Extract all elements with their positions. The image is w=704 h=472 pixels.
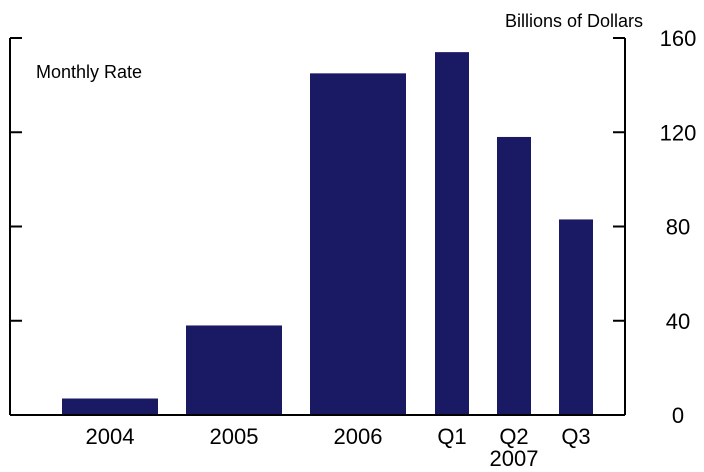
y-tick-label-80: 80 bbox=[666, 215, 690, 240]
x-tick-label-q2: Q2 bbox=[499, 424, 528, 449]
y-ticks-group: 0 40 80 120 160 bbox=[10, 26, 696, 428]
x-labels-group: 2004 2005 2006 Q1 Q2 Q3 bbox=[86, 424, 591, 449]
x-tick-label-2005: 2005 bbox=[210, 424, 259, 449]
x-tick-label-2006: 2006 bbox=[334, 424, 383, 449]
bar-q1 bbox=[435, 52, 469, 415]
bar-2004 bbox=[62, 398, 158, 415]
y-tick-label-160: 160 bbox=[660, 26, 697, 51]
x-tick-label-2004: 2004 bbox=[86, 424, 135, 449]
x-tick-label-q1: Q1 bbox=[437, 424, 466, 449]
bar-2005 bbox=[186, 325, 282, 415]
y-tick-label-120: 120 bbox=[660, 120, 697, 145]
x-group-label-2007: 2007 bbox=[490, 446, 539, 471]
bar-2006 bbox=[310, 73, 406, 415]
y-tick-label-0: 0 bbox=[672, 403, 684, 428]
monthly-rate-annotation: Monthly Rate bbox=[36, 62, 142, 82]
bar-q3 bbox=[559, 219, 593, 415]
y-tick-label-40: 40 bbox=[666, 309, 690, 334]
bar-q2 bbox=[497, 136, 531, 415]
x-tick-label-q3: Q3 bbox=[561, 424, 590, 449]
y-axis-title: Billions of Dollars bbox=[505, 11, 643, 31]
bars-group bbox=[62, 52, 593, 415]
